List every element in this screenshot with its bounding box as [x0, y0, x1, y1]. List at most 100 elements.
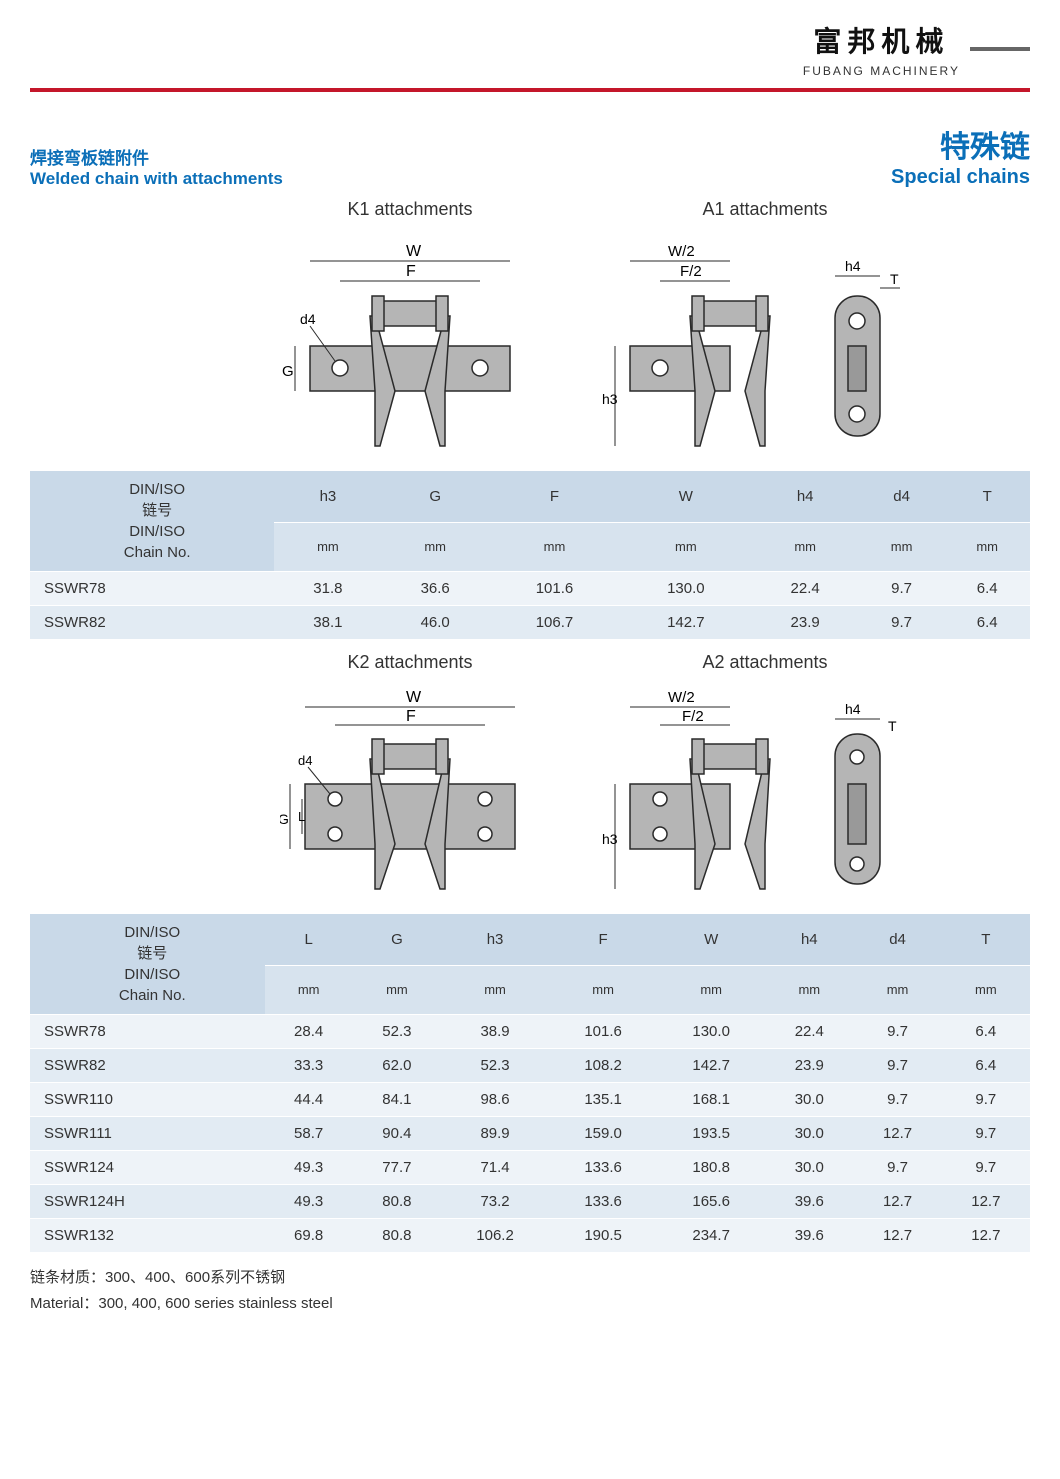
- value-cell: 52.3: [353, 1015, 441, 1049]
- table-header-row: DIN/ISO 链号 DIN/ISO Chain No. h3GFWh4d4T: [30, 471, 1030, 522]
- value-cell: 12.7: [853, 1117, 941, 1151]
- diagram-k2: W F G L d4: [280, 679, 540, 899]
- svg-text:G: G: [282, 363, 294, 380]
- col-header: T: [942, 914, 1030, 965]
- value-cell: 133.6: [549, 1151, 657, 1185]
- section-title-cn: 焊接弯板链附件: [30, 144, 283, 169]
- diagram-row-2: K2 attachments W F G: [180, 652, 1030, 904]
- chain-no-cell: SSWR124: [30, 1151, 265, 1185]
- svg-text:T: T: [890, 271, 899, 287]
- value-cell: 31.8: [274, 572, 381, 606]
- diagram-k1-label: K1 attachments: [280, 199, 540, 220]
- value-cell: 62.0: [353, 1049, 441, 1083]
- value-cell: 12.7: [942, 1185, 1030, 1219]
- value-cell: 142.7: [657, 1049, 765, 1083]
- hdr-chain-en-1: Chain No.: [124, 544, 191, 561]
- value-cell: 22.4: [752, 572, 859, 606]
- svg-text:h4: h4: [845, 701, 861, 717]
- hdr-chain-cn-2: 链号: [137, 945, 167, 962]
- spec-table-1: DIN/ISO 链号 DIN/ISO Chain No. h3GFWh4d4T …: [30, 471, 1030, 640]
- table-row: SSWR8238.146.0106.7142.723.99.76.4: [30, 606, 1030, 640]
- col-header: h3: [274, 471, 381, 522]
- header-rule: [30, 88, 1030, 92]
- col-unit: mm: [853, 965, 941, 1014]
- svg-text:W/2: W/2: [668, 243, 695, 260]
- table-header-row: DIN/ISO 链号 DIN/ISO Chain No. LGh3FWh4d4T: [30, 914, 1030, 965]
- col-unit: mm: [353, 965, 441, 1014]
- value-cell: 30.0: [765, 1083, 853, 1117]
- svg-text:G: G: [280, 811, 289, 827]
- chain-no-cell: SSWR111: [30, 1117, 265, 1151]
- category-title-cn: 特殊链: [891, 122, 1030, 166]
- value-cell: 80.8: [353, 1219, 441, 1253]
- chain-no-cell: SSWR78: [30, 1015, 265, 1049]
- value-cell: 133.6: [549, 1185, 657, 1219]
- value-cell: 39.6: [765, 1185, 853, 1219]
- col-unit: mm: [265, 965, 353, 1014]
- value-cell: 52.3: [441, 1049, 549, 1083]
- table-row: SSWR11158.790.489.9159.0193.530.012.79.7: [30, 1117, 1030, 1151]
- col-header: h4: [752, 471, 859, 522]
- col-unit: mm: [944, 522, 1030, 571]
- value-cell: 49.3: [265, 1185, 353, 1219]
- title-row: 焊接弯板链附件 Welded chain with attachments 特殊…: [30, 122, 1030, 189]
- col-header: G: [382, 471, 489, 522]
- value-cell: 77.7: [353, 1151, 441, 1185]
- col-unit: mm: [489, 522, 620, 571]
- brand-name-en: FUBANG MACHINERY: [803, 64, 960, 78]
- hdr-din-2: DIN/ISO: [124, 924, 180, 941]
- svg-text:h4: h4: [845, 258, 861, 274]
- material-cn: 链条材质：300、400、600系列不锈钢: [30, 1265, 1030, 1291]
- col-unit: mm: [274, 522, 381, 571]
- svg-text:F: F: [406, 708, 416, 725]
- hdr-din-1: DIN/ISO: [129, 481, 185, 498]
- diagram-k2-label: K2 attachments: [280, 652, 540, 673]
- hdr-din-2b: DIN/ISO: [124, 966, 180, 983]
- col-header: F: [549, 914, 657, 965]
- chain-no-cell: SSWR110: [30, 1083, 265, 1117]
- value-cell: 33.3: [265, 1049, 353, 1083]
- col-header: h3: [441, 914, 549, 965]
- svg-text:d4: d4: [300, 311, 316, 327]
- value-cell: 98.6: [441, 1083, 549, 1117]
- value-cell: 135.1: [549, 1083, 657, 1117]
- value-cell: 234.7: [657, 1219, 765, 1253]
- value-cell: 89.9: [441, 1117, 549, 1151]
- table-row: SSWR7831.836.6101.6130.022.49.76.4: [30, 572, 1030, 606]
- value-cell: 165.6: [657, 1185, 765, 1219]
- value-cell: 9.7: [942, 1151, 1030, 1185]
- value-cell: 12.7: [853, 1219, 941, 1253]
- value-cell: 38.1: [274, 606, 381, 640]
- brand-name-cn: 富邦机械: [803, 20, 960, 60]
- value-cell: 168.1: [657, 1083, 765, 1117]
- table-row: SSWR124H49.380.873.2133.6165.639.612.712…: [30, 1185, 1030, 1219]
- value-cell: 193.5: [657, 1117, 765, 1151]
- diagram-k1: W F G d4: [280, 226, 540, 456]
- chain-no-cell: SSWR124H: [30, 1185, 265, 1219]
- spec-table-2: DIN/ISO 链号 DIN/ISO Chain No. LGh3FWh4d4T…: [30, 914, 1030, 1253]
- value-cell: 190.5: [549, 1219, 657, 1253]
- value-cell: 84.1: [353, 1083, 441, 1117]
- col-header: d4: [853, 914, 941, 965]
- col-unit: mm: [752, 522, 859, 571]
- value-cell: 130.0: [620, 572, 751, 606]
- value-cell: 6.4: [944, 572, 1030, 606]
- svg-text:h3: h3: [602, 831, 618, 847]
- value-cell: 71.4: [441, 1151, 549, 1185]
- svg-text:W/2: W/2: [668, 689, 695, 706]
- value-cell: 9.7: [853, 1083, 941, 1117]
- chain-no-cell: SSWR78: [30, 572, 274, 606]
- col-header: d4: [859, 471, 945, 522]
- table-row: SSWR8233.362.052.3108.2142.723.99.76.4: [30, 1049, 1030, 1083]
- col-header: L: [265, 914, 353, 965]
- col-unit: mm: [859, 522, 945, 571]
- value-cell: 39.6: [765, 1219, 853, 1253]
- value-cell: 6.4: [942, 1049, 1030, 1083]
- svg-text:W: W: [406, 689, 422, 706]
- value-cell: 69.8: [265, 1219, 353, 1253]
- value-cell: 44.4: [265, 1083, 353, 1117]
- col-header: T: [944, 471, 1030, 522]
- value-cell: 101.6: [489, 572, 620, 606]
- value-cell: 80.8: [353, 1185, 441, 1219]
- col-unit: mm: [382, 522, 489, 571]
